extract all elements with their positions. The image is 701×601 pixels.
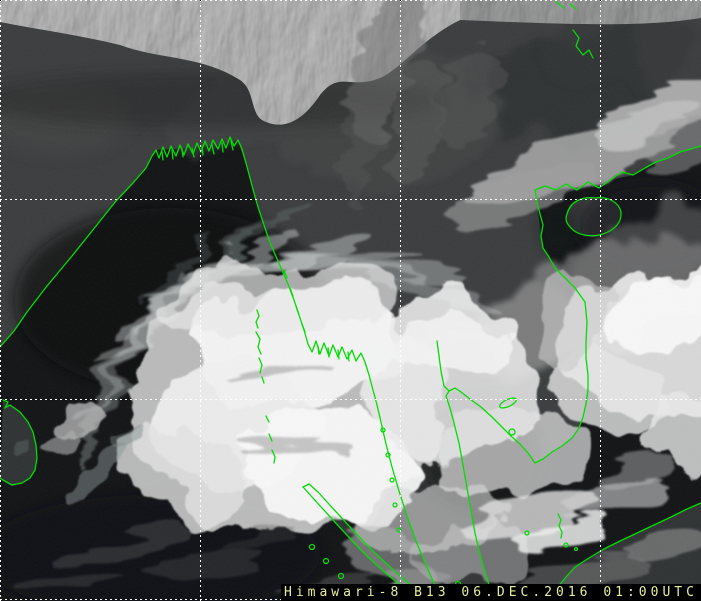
timestamp-caption-bar: Himawari-8 B13 06.DEC.2016 01:00UTC <box>281 584 701 601</box>
timestamp-caption: Himawari-8 B13 06.DEC.2016 01:00UTC <box>284 585 698 600</box>
